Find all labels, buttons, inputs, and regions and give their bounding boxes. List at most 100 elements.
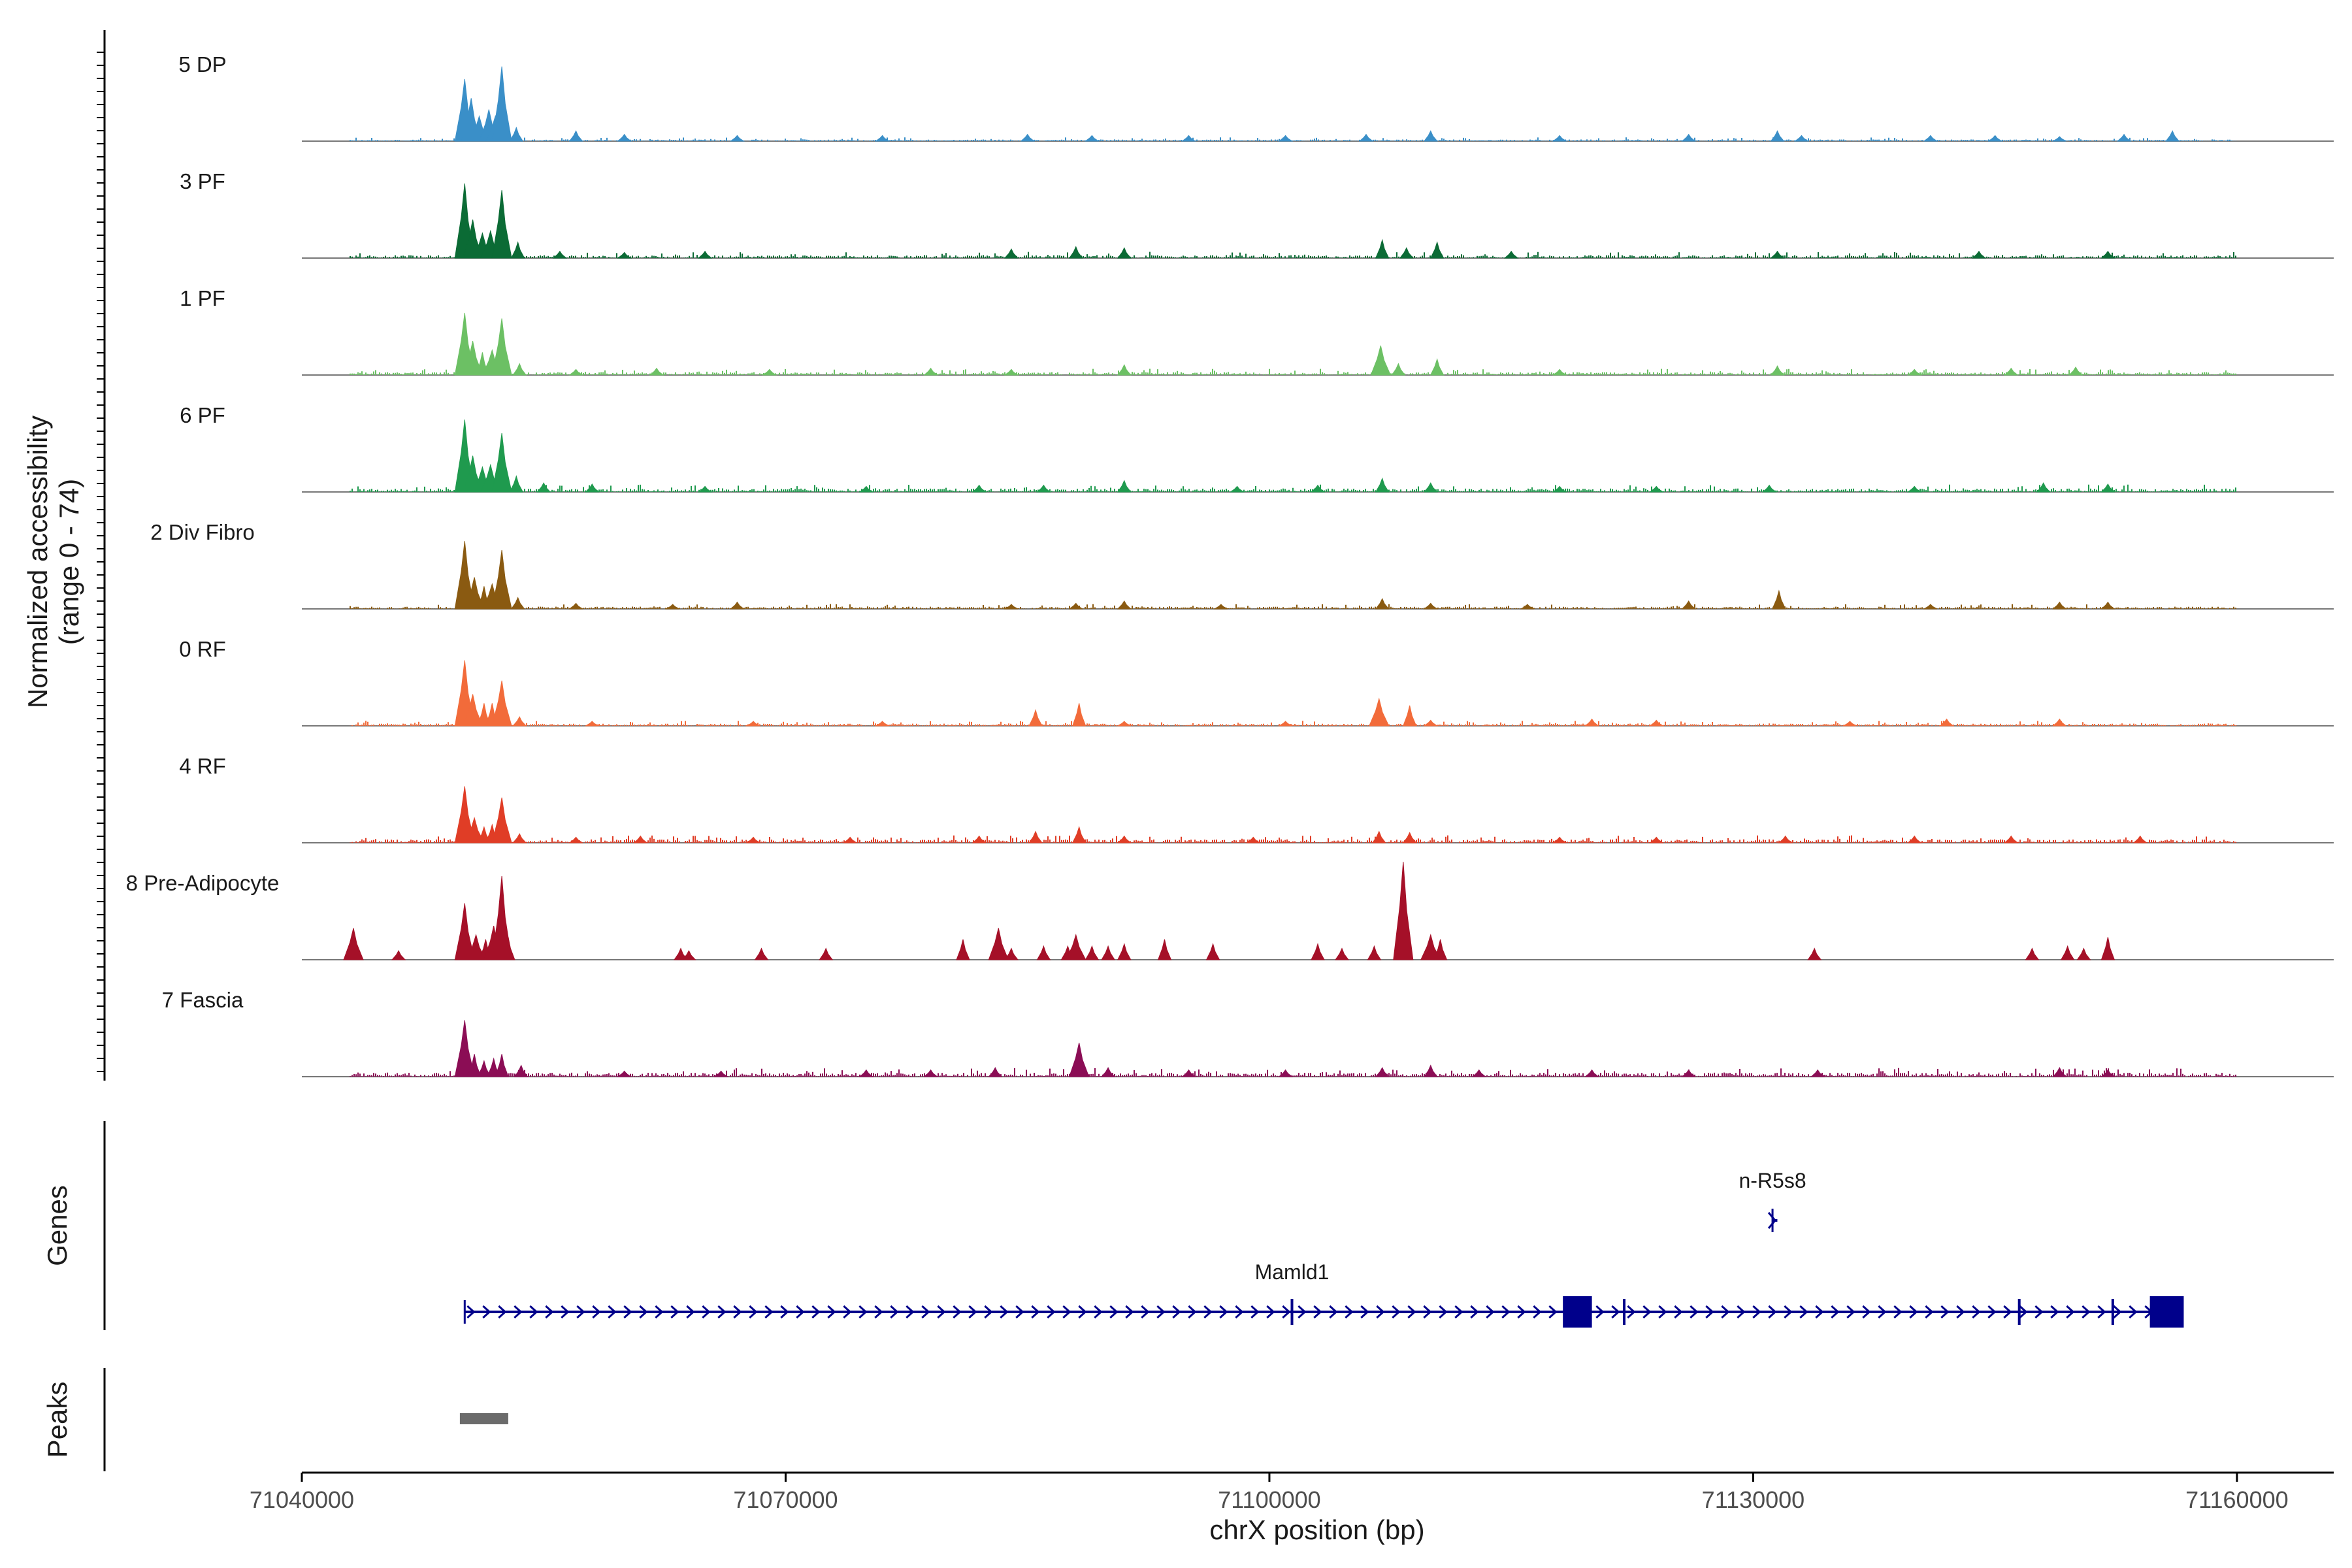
coverage-peak (1423, 1064, 1438, 1077)
strand-arrow (2066, 1305, 2075, 1319)
coverage-peak (1807, 947, 1822, 960)
coverage-peak (972, 835, 987, 843)
y-axis-title-line2: (range 0 - 74) (54, 479, 84, 645)
exon (2149, 1296, 2184, 1328)
strand-arrow (2129, 1305, 2138, 1319)
coverage-peak (1681, 133, 1697, 142)
strand-arrow (1407, 1305, 1416, 1319)
coverage-peak (1085, 945, 1100, 960)
strand-arrow (1313, 1305, 1322, 1319)
coverage-peak (730, 601, 745, 610)
strand-arrow (1015, 1305, 1024, 1319)
genes-panel: Genes n-R5s8 Mamld1 (42, 1121, 2184, 1330)
strand-arrow (1250, 1305, 1260, 1319)
coverage-peak (510, 241, 525, 259)
strand-arrow (1627, 1305, 1636, 1319)
coverage-peak (514, 1064, 529, 1077)
strand-arrow (1972, 1305, 1981, 1319)
coverage-peak (1770, 365, 1785, 376)
strand-arrow (1987, 1305, 1997, 1319)
coverage-peak (1402, 705, 1417, 727)
strand-arrow (906, 1305, 915, 1319)
strand-arrow (1768, 1305, 1777, 1319)
strand-arrow (1141, 1305, 1150, 1319)
track-6-pf: 6 PF (180, 403, 2334, 493)
track-label: 5 DP (178, 52, 226, 76)
x-tick-label: 71130000 (1702, 1486, 1805, 1513)
peaks-panel-title: Peaks (42, 1382, 73, 1458)
strand-arrow (1235, 1305, 1244, 1319)
strand-arrow (1611, 1305, 1620, 1319)
coverage-peak (1277, 721, 1292, 727)
strand-arrow (984, 1305, 993, 1319)
coverage-peak (1923, 135, 1938, 142)
coverage-peak (1117, 835, 1132, 843)
coverage-peak (697, 250, 713, 259)
coverage-peak (1423, 130, 1438, 142)
track-background-signal (350, 835, 2236, 843)
track-label: 3 PF (180, 169, 225, 193)
coverage-peak (1117, 247, 1132, 259)
coverage-peak (649, 367, 664, 376)
strand-arrow (1486, 1305, 1495, 1319)
coverage-peak (858, 1069, 874, 1077)
strand-arrow (1878, 1305, 1887, 1319)
track-background-signal (350, 484, 2236, 492)
coverage-tracks: 5 DP 3 PF 1 PF 6 PF 2 Div Fibro 0 RF 4 RF 8 Pre… (126, 52, 2334, 1077)
strand-arrow (953, 1305, 962, 1319)
coverage-peak (2116, 133, 2132, 142)
strand-arrow (1109, 1305, 1119, 1319)
coverage-peak (754, 947, 769, 960)
track-5-dp: 5 DP (178, 52, 2334, 142)
track-label: 1 PF (180, 286, 225, 310)
coverage-peak (2100, 483, 2115, 493)
coverage-peak (2132, 835, 2148, 843)
coverage-peak (568, 130, 583, 142)
strand-arrow (1298, 1305, 1307, 1319)
coverage-peak (2100, 937, 2115, 960)
strand-arrow (764, 1305, 774, 1319)
coverage-peak (512, 363, 527, 376)
coverage-peak (617, 252, 632, 259)
strand-arrow (1392, 1305, 1401, 1319)
strand-arrow (1862, 1305, 1871, 1319)
coverage-peak (1770, 250, 1785, 259)
coverage-peak (536, 482, 551, 493)
coverage-peak (1117, 943, 1132, 960)
coverage-peak (1423, 719, 1439, 727)
coverage-peak (491, 318, 512, 376)
coverage-peak (2051, 136, 2066, 142)
coverage-peak (1205, 943, 1220, 960)
coverage-peak (858, 485, 874, 493)
coverage-peak (512, 833, 527, 843)
coverage-peak (2060, 945, 2075, 960)
coverage-peak (491, 433, 512, 493)
coverage-peak (1520, 604, 1535, 610)
coverage-peak (1375, 477, 1390, 493)
strand-arrow (717, 1305, 727, 1319)
coverage-peak (1213, 604, 1228, 610)
strand-arrow (843, 1305, 852, 1319)
coverage-peak (1278, 1069, 1294, 1077)
track-4-rf: 4 RF (179, 754, 2334, 843)
coverage-peak (664, 604, 679, 610)
gene-label: Mamld1 (1255, 1260, 1330, 1284)
coverage-peak (1004, 248, 1019, 259)
track-background-signal (350, 252, 2236, 258)
coverage-peak (1181, 135, 1197, 142)
coverage-peak (988, 928, 1009, 960)
coverage-peak (1069, 1042, 1090, 1077)
strand-arrow (2034, 1305, 2044, 1319)
coverage-peak (1245, 836, 1261, 843)
strand-arrow (1219, 1305, 1228, 1319)
coverage-peak (875, 135, 890, 142)
coverage-peak (1842, 721, 1857, 727)
track-background-signal (350, 1068, 2236, 1077)
strand-arrow (670, 1305, 679, 1319)
coverage-peak (552, 250, 568, 259)
strand-arrow (1094, 1305, 1103, 1319)
coverage-peak (972, 484, 987, 493)
strand-arrow (702, 1305, 711, 1319)
coverage-peak (491, 797, 512, 843)
